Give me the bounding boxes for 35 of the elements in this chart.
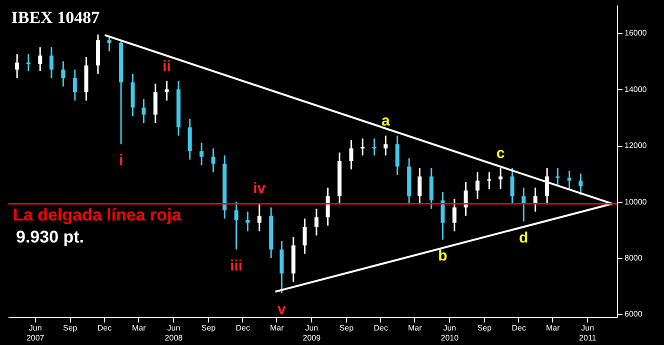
x-tick-label: Dec: [374, 324, 388, 332]
x-tick-label: Jun 2011: [579, 324, 597, 342]
x-tick-label: Mar: [270, 324, 284, 332]
ref-line-label: La delgada línea roja: [13, 206, 182, 225]
y-tick-label: 6000: [624, 310, 643, 319]
x-tick-label: Jun 2008: [164, 324, 184, 342]
x-tick-label: Mar: [132, 324, 146, 332]
x-tick-label: Sep: [63, 324, 78, 332]
annotation: a: [381, 112, 390, 130]
x-tick-label: Dec: [512, 324, 526, 332]
annotation: i: [118, 152, 124, 170]
x-tick-label: Mar: [546, 324, 560, 332]
x-tick-label: Dec: [97, 324, 112, 332]
x-tick-label: Jun 2007: [26, 324, 45, 342]
x-tick-label: Dec: [236, 324, 250, 332]
annotation: 9.930 pt.: [16, 228, 84, 247]
x-tick-label: Jun 2009: [302, 324, 322, 342]
x-tick-label: Sep: [339, 324, 354, 332]
y-tick-label: 16000: [624, 28, 648, 38]
y-tick-label: 14000: [624, 84, 648, 94]
annotation: iv: [253, 180, 266, 198]
chart-title: IBEX 10487: [11, 8, 100, 27]
annotation: d: [519, 229, 528, 246]
annotation: v: [278, 301, 287, 318]
x-tick-label: Sep: [477, 324, 492, 332]
y-tick-label: 12000: [624, 141, 648, 150]
x-tick-label: Sep: [201, 324, 216, 332]
y-tick-label: 8000: [624, 253, 643, 262]
annotation: b: [438, 248, 448, 265]
x-tick-label: Jun 2010: [440, 324, 460, 342]
y-tick-label: 10000: [624, 197, 648, 206]
x-tick-label: Mar: [408, 324, 422, 332]
annotation: ii: [162, 58, 171, 75]
annotation: c: [496, 145, 505, 162]
annotation: iii: [230, 258, 243, 275]
